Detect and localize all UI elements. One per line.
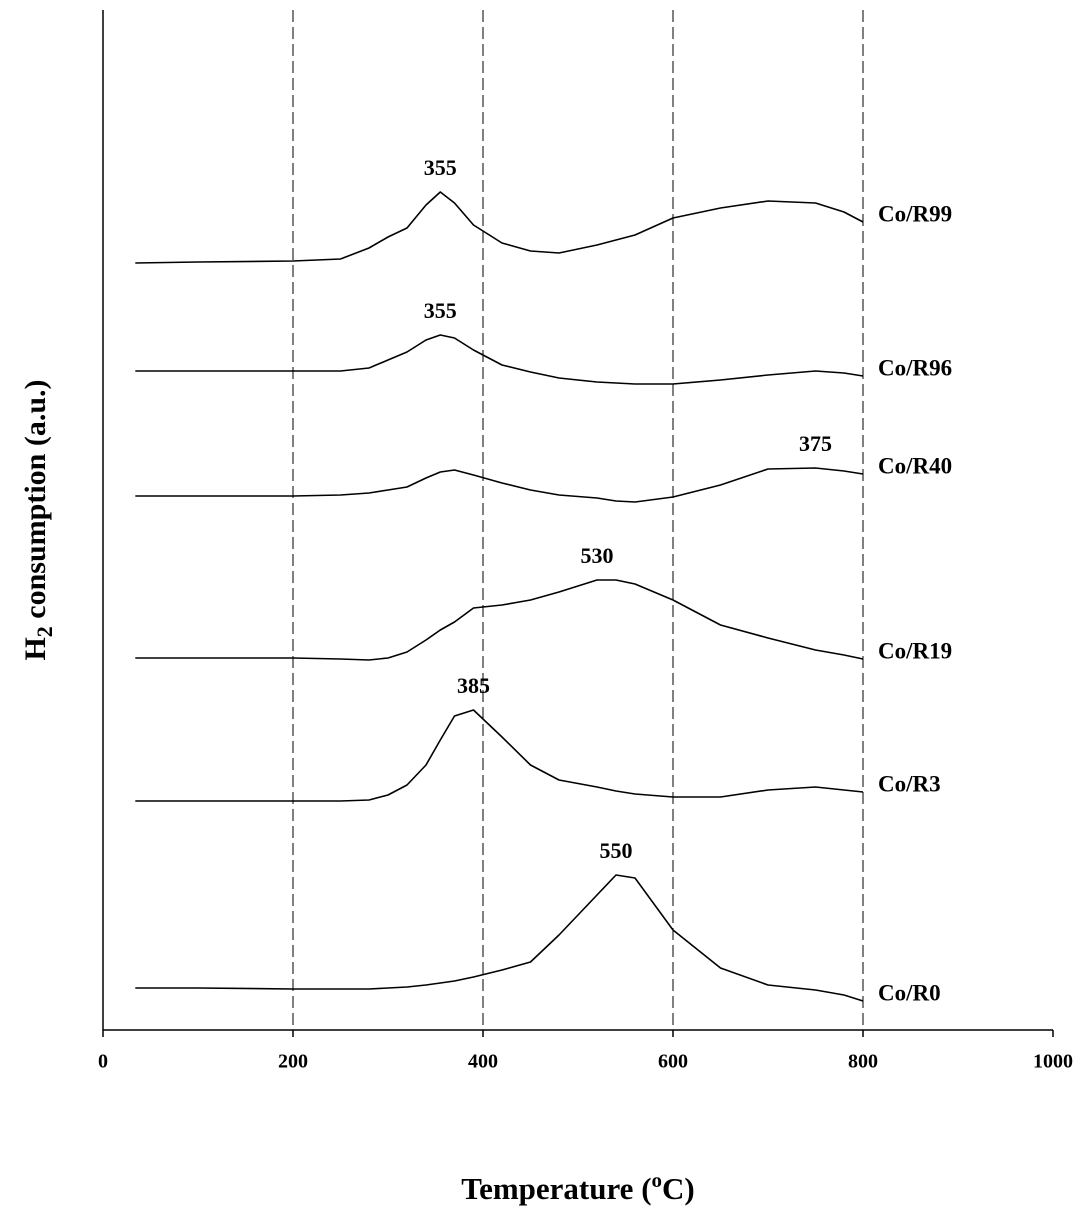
y-label-part: consumption (a.u.) — [19, 379, 52, 626]
series-label: Co/R19 — [878, 638, 952, 663]
series-line — [135, 709, 864, 802]
series-label: Co/R40 — [878, 453, 952, 478]
x-tick-label: 400 — [468, 1051, 498, 1073]
series-line — [135, 467, 864, 503]
series-line — [135, 579, 864, 661]
peak-label: 375 — [799, 431, 832, 456]
series-label: Co/R3 — [878, 771, 941, 796]
x-tick-label: 600 — [658, 1051, 688, 1073]
x-label-part: Temperature ( — [461, 1171, 651, 1206]
x-tick-label: 0 — [98, 1051, 108, 1073]
y-label-part: H — [19, 637, 52, 660]
x-axis-label: Temperature (oC) — [461, 1168, 695, 1206]
x-tick-label: 200 — [278, 1051, 308, 1073]
peak-label: 530 — [581, 543, 614, 568]
peak-label: 550 — [600, 838, 633, 863]
series-line — [135, 874, 864, 1002]
series-label: Co/R99 — [878, 201, 952, 226]
x-label-sup: o — [652, 1168, 663, 1192]
peak-label: 355 — [424, 298, 457, 323]
x-label-part: C) — [662, 1171, 695, 1206]
x-tick-label: 800 — [848, 1051, 878, 1073]
peak-label: 355 — [424, 155, 457, 180]
y-axis-label: H2 consumption (a.u.) — [19, 379, 57, 660]
series-label: Co/R0 — [878, 980, 941, 1005]
x-tick-label: 1000 — [1033, 1051, 1073, 1073]
series-line — [135, 191, 864, 264]
y-label-sub: 2 — [32, 626, 57, 637]
peak-label: 385 — [457, 673, 490, 698]
series-line — [135, 334, 864, 385]
series-label: Co/R96 — [878, 355, 952, 380]
